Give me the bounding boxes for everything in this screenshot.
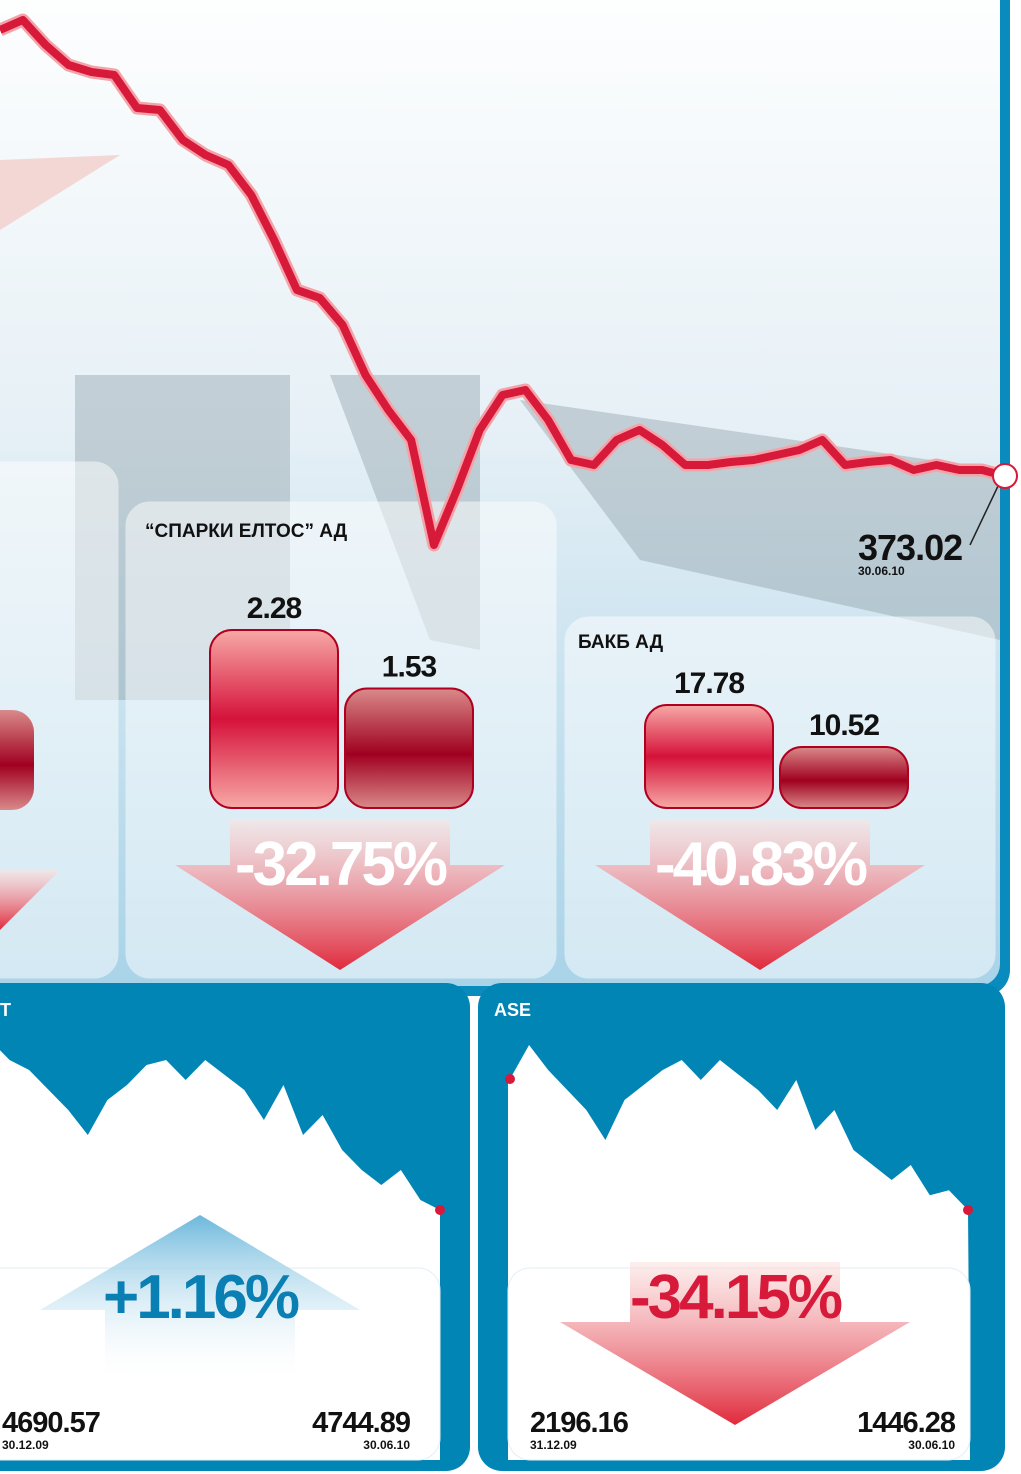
bar <box>779 746 909 810</box>
change-label: -40.83% <box>655 830 867 899</box>
bar <box>209 629 339 809</box>
start-value: 2196.16 <box>530 1407 629 1439</box>
change-arrow <box>175 820 505 970</box>
panel-title: ASE <box>494 1000 531 1020</box>
bar-label: 17.78 <box>674 667 744 700</box>
end-date: 30.06.10 <box>858 564 905 578</box>
end-dot <box>435 1205 445 1215</box>
bar <box>344 687 474 809</box>
card-title: БАКБ АД <box>578 632 664 653</box>
change-label: +1.16% <box>103 1263 299 1332</box>
end-date: 30.06.10 <box>363 1438 410 1452</box>
card-title: “СПАРКИ ЕЛТОС” АД <box>145 521 348 542</box>
start-date: 31.12.09 <box>530 1438 577 1452</box>
bar <box>644 704 774 809</box>
end-date: 30.06.10 <box>908 1438 955 1452</box>
end-marker <box>992 463 1018 489</box>
bar-label: 1.53 <box>382 651 437 684</box>
end-value: 373.02 <box>858 527 962 568</box>
end-value: 4744.89 <box>312 1407 411 1439</box>
end-value: 1446.28 <box>857 1407 956 1439</box>
change-arrow <box>560 1262 910 1425</box>
end-dot <box>963 1205 973 1215</box>
start-dot <box>505 1074 515 1085</box>
partial-bar <box>0 710 34 810</box>
change-arrow <box>40 1215 360 1385</box>
start-value: 4690.57 <box>2 1407 100 1439</box>
bar-label: 2.28 <box>247 592 302 625</box>
decor <box>0 155 120 230</box>
bar-label: 10.52 <box>809 709 879 742</box>
change-label: -34.15% <box>630 1263 842 1332</box>
change-label: -32.75% <box>235 830 447 899</box>
start-date: 30.12.09 <box>2 1438 49 1452</box>
line <box>0 16 1007 549</box>
card <box>0 461 119 979</box>
decor <box>0 870 60 930</box>
leader <box>969 483 1000 546</box>
change-arrow <box>595 820 925 970</box>
panel-title: T <box>0 1000 11 1020</box>
